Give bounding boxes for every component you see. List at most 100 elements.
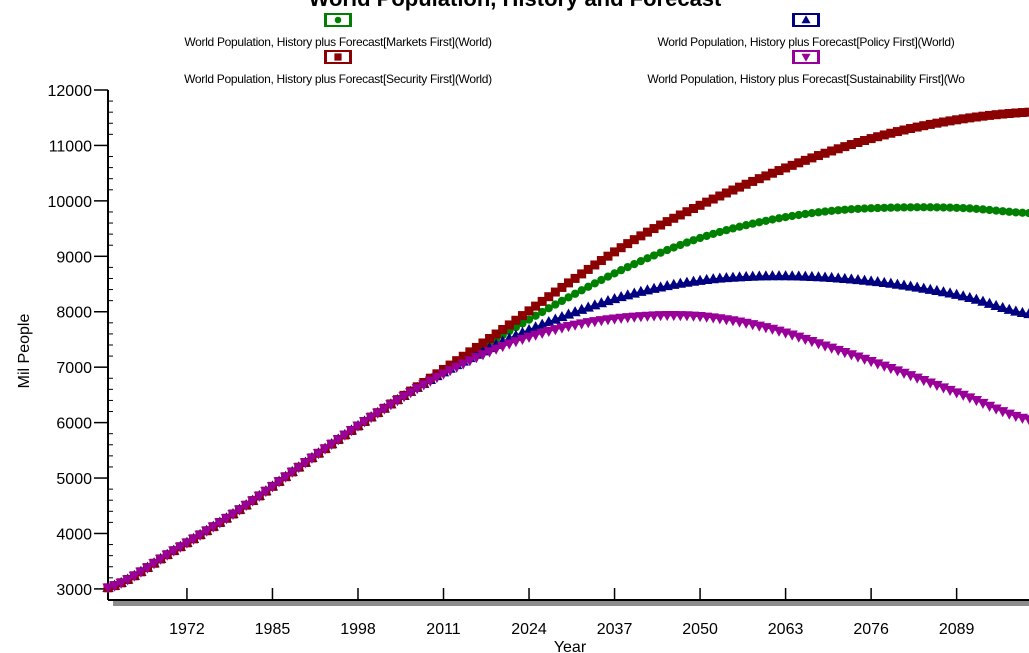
data-point xyxy=(669,243,678,252)
data-point xyxy=(1016,306,1029,317)
data-point xyxy=(813,151,823,161)
axes: 3000 4000 5000 6000 7000 8000 9000 10000 11000 12… xyxy=(48,83,1029,638)
series-2 xyxy=(102,270,1029,592)
legend: World Population, History plus Forecast[… xyxy=(184,13,965,86)
x-tick-label: 1972 xyxy=(169,621,205,638)
data-point xyxy=(689,236,698,245)
data-point xyxy=(755,218,764,227)
data-point xyxy=(688,203,698,213)
data-point xyxy=(603,272,613,281)
plot-area-shadow xyxy=(113,600,1029,606)
data-point xyxy=(781,163,791,173)
data-point xyxy=(748,219,757,228)
data-point xyxy=(551,300,560,309)
data-point xyxy=(617,266,626,275)
data-point xyxy=(524,315,534,324)
y-tick-label: 9000 xyxy=(56,249,92,266)
data-point xyxy=(774,214,784,223)
series-1 xyxy=(103,203,1029,592)
data-point xyxy=(952,115,962,125)
data-point xyxy=(576,319,588,330)
legend-marker xyxy=(334,53,342,61)
data-point xyxy=(728,185,738,195)
data-point xyxy=(977,398,989,409)
data-point xyxy=(722,226,731,235)
data-point xyxy=(108,581,121,592)
data-point xyxy=(562,322,575,333)
data-point xyxy=(1023,307,1029,319)
data-point xyxy=(649,224,659,234)
data-point xyxy=(1018,208,1027,217)
data-point xyxy=(544,292,554,302)
data-point xyxy=(885,277,897,288)
data-point xyxy=(194,530,206,541)
data-point xyxy=(860,136,870,146)
data-point xyxy=(550,287,560,297)
data-point xyxy=(498,324,508,334)
data-point xyxy=(445,360,455,370)
data-point xyxy=(715,191,725,201)
data-point xyxy=(898,279,910,290)
data-point xyxy=(536,328,548,339)
data-point xyxy=(326,439,338,450)
data-point xyxy=(155,554,167,565)
data-point xyxy=(952,203,961,212)
data-point xyxy=(721,188,731,198)
data-point xyxy=(957,290,969,301)
data-point xyxy=(279,472,292,483)
data-point xyxy=(840,142,850,152)
data-point xyxy=(919,203,928,212)
data-point xyxy=(497,341,509,353)
data-point xyxy=(544,304,553,313)
data-point xyxy=(827,146,837,156)
data-point xyxy=(925,119,935,129)
data-point xyxy=(735,182,745,192)
data-point xyxy=(518,319,527,328)
data-point xyxy=(524,306,534,316)
data-point xyxy=(939,203,948,212)
data-point xyxy=(465,347,475,357)
data-point xyxy=(391,396,404,407)
data-point xyxy=(938,117,948,127)
data-point xyxy=(978,111,988,121)
data-point xyxy=(623,262,632,272)
x-tick-label: 2089 xyxy=(939,621,975,638)
data-point xyxy=(866,204,876,213)
data-point xyxy=(444,366,456,377)
data-point xyxy=(998,109,1008,119)
data-point xyxy=(761,171,771,181)
series-line xyxy=(107,314,1029,589)
data-point xyxy=(629,235,639,245)
data-point xyxy=(358,417,371,428)
data-point xyxy=(886,203,895,212)
data-point xyxy=(708,194,718,204)
data-point xyxy=(471,342,481,352)
data-point xyxy=(656,248,665,257)
data-point xyxy=(227,509,239,521)
data-point xyxy=(1024,208,1029,218)
data-point xyxy=(904,280,917,291)
data-point xyxy=(478,338,488,348)
data-point xyxy=(794,210,803,220)
data-point xyxy=(847,205,856,214)
data-point xyxy=(880,203,889,212)
data-point xyxy=(543,326,555,338)
data-point xyxy=(583,264,593,274)
data-point xyxy=(1017,108,1027,118)
y-tick-label: 7000 xyxy=(56,360,92,377)
data-point xyxy=(616,243,626,253)
data-point xyxy=(603,251,613,261)
data-point xyxy=(985,205,994,215)
data-point xyxy=(649,251,659,260)
data-point xyxy=(589,317,601,328)
data-point xyxy=(991,110,1001,120)
y-tick-label: 10000 xyxy=(48,194,93,211)
data-point xyxy=(207,522,219,533)
data-point xyxy=(893,203,902,212)
data-point xyxy=(201,526,213,537)
data-point xyxy=(299,458,311,469)
data-point xyxy=(663,245,672,255)
x-tick-label: 2063 xyxy=(768,621,804,638)
data-point xyxy=(511,323,520,332)
data-point xyxy=(840,205,849,214)
